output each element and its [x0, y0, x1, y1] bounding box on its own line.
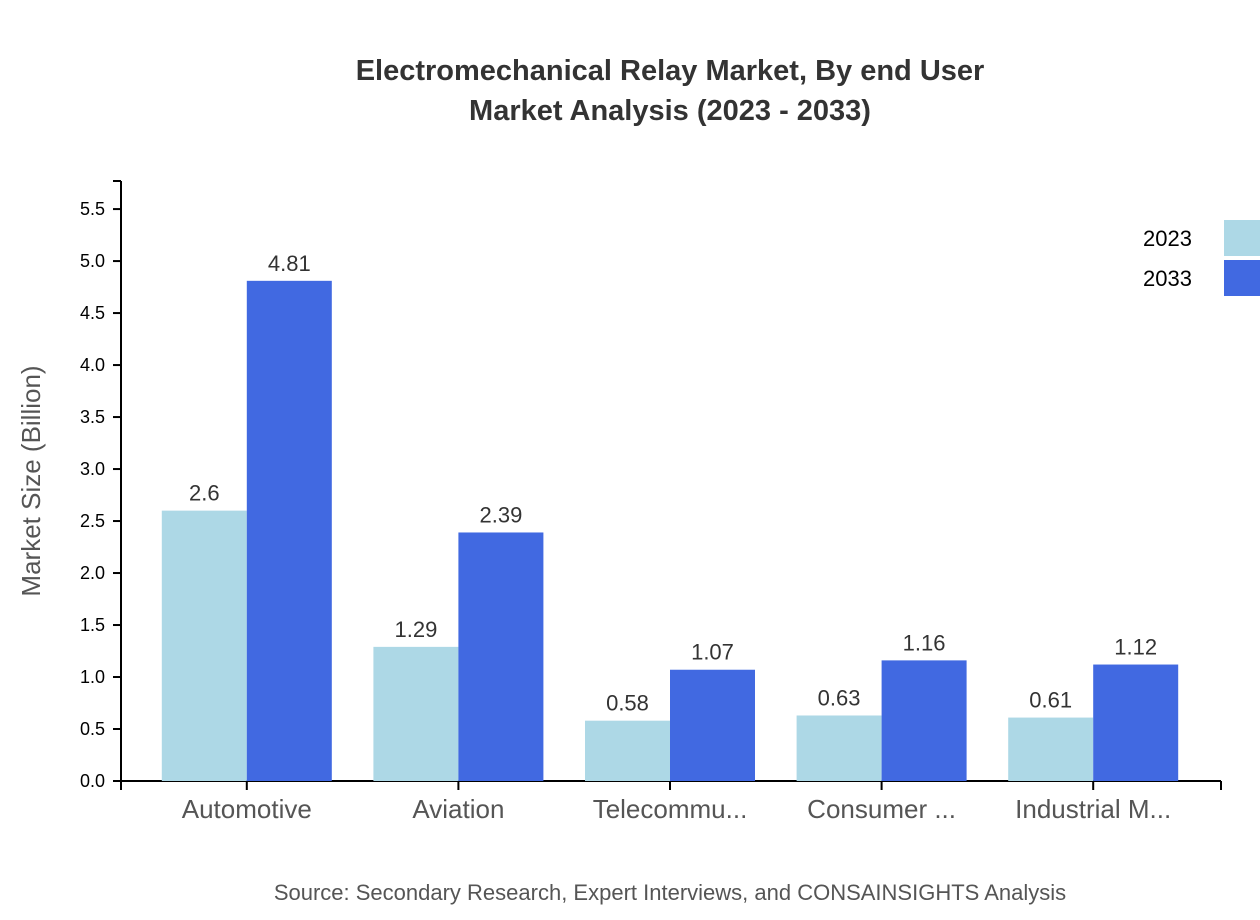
x-tick-label: Telecommu... [593, 794, 748, 824]
bar-2023 [161, 510, 247, 781]
data-label: 2.6 [189, 481, 220, 506]
y-tick-label: 4.0 [80, 355, 105, 375]
chart-title: Electromechanical Relay Market, By end U… [356, 55, 985, 87]
bar-2033 [458, 532, 544, 781]
bar-2033 [1093, 664, 1179, 781]
y-tick-label: 3.0 [80, 459, 105, 479]
data-label: 2.39 [479, 502, 522, 527]
y-tick-label: 2.5 [80, 511, 105, 531]
y-tick-label: 4.5 [80, 303, 105, 323]
y-tick-label: 0.5 [80, 719, 105, 739]
bar-2033 [881, 660, 967, 781]
data-label: 0.61 [1029, 688, 1072, 713]
x-tick-label: Consumer ... [807, 794, 956, 824]
bar-2023 [373, 646, 459, 781]
y-tick-label: 0.0 [80, 771, 105, 791]
y-axis-label: Market Size (Billion) [16, 365, 46, 596]
y-tick-label: 5.0 [80, 251, 105, 271]
data-label: 1.12 [1114, 635, 1157, 660]
legend-swatch [1224, 260, 1260, 296]
bar-2033 [246, 280, 332, 781]
chart-subtitle: Market Analysis (2023 - 2033) [469, 95, 871, 127]
data-label: 0.63 [818, 685, 861, 710]
legend-label: 2033 [1143, 266, 1192, 291]
data-label: 4.81 [268, 251, 311, 276]
legend-label: 2023 [1143, 226, 1192, 251]
y-tick-label: 5.5 [80, 199, 105, 219]
x-tick-label: Industrial M... [1015, 794, 1171, 824]
x-tick-label: Automotive [182, 794, 312, 824]
y-tick-label: 1.0 [80, 667, 105, 687]
y-tick-label: 2.0 [80, 563, 105, 583]
source-note: Source: Secondary Research, Expert Inter… [274, 880, 1066, 905]
data-label: 1.07 [691, 640, 734, 665]
bar-2023 [585, 720, 670, 781]
x-tick-label: Aviation [412, 794, 504, 824]
data-label: 1.29 [394, 617, 437, 642]
data-label: 1.16 [903, 630, 946, 655]
bar-2023 [796, 715, 882, 781]
y-tick-label: 1.5 [80, 615, 105, 635]
data-label: 0.58 [606, 691, 649, 716]
bar-2023 [1008, 717, 1094, 781]
y-tick-label: 3.5 [80, 407, 105, 427]
bar-2033 [670, 669, 755, 781]
legend-swatch [1224, 220, 1260, 256]
